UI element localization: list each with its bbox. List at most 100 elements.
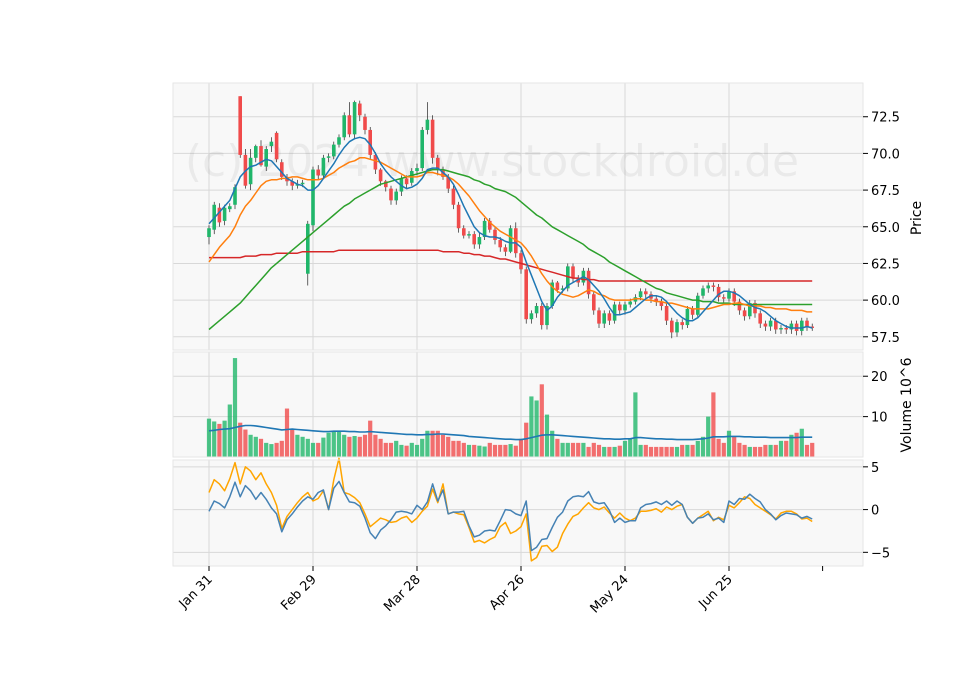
candle <box>716 283 721 302</box>
volume-bar <box>383 442 388 457</box>
volume-bar <box>274 442 279 457</box>
volume-bar <box>232 358 238 457</box>
volume-bar <box>487 442 492 457</box>
volume-bar <box>446 436 451 457</box>
volume-bar <box>253 436 258 457</box>
candle-body <box>508 228 513 252</box>
volume-bar <box>752 446 758 457</box>
sma10-line <box>208 157 813 313</box>
volume-bar <box>227 404 232 457</box>
volume-bar <box>747 446 752 457</box>
candle-body <box>638 291 643 298</box>
candle <box>456 201 461 233</box>
candle-body <box>519 253 523 270</box>
volume-bar <box>742 444 747 457</box>
volume-bar <box>695 440 700 457</box>
candle <box>290 178 294 191</box>
candle-body <box>607 313 612 321</box>
volume-axis-tick-label: 20 <box>871 370 888 385</box>
candle-body <box>680 322 684 326</box>
candle <box>311 166 315 232</box>
candle-body <box>316 169 320 176</box>
candle <box>425 102 430 135</box>
candle <box>498 237 502 252</box>
candle <box>222 204 227 226</box>
candle-body <box>337 137 341 145</box>
candle-body <box>451 188 456 205</box>
candle <box>763 320 768 331</box>
candle-body <box>384 181 388 188</box>
candle-body <box>248 157 253 185</box>
oscillator-axis-tick-label: 5 <box>871 461 879 476</box>
candle <box>612 301 617 324</box>
candle-body <box>389 188 393 201</box>
candle-body <box>748 303 752 317</box>
volume-bar <box>643 444 648 457</box>
candle-body <box>373 154 378 170</box>
volume-bar <box>570 442 576 457</box>
candle <box>342 112 346 141</box>
candle <box>685 305 690 328</box>
candle-body <box>498 239 502 248</box>
volume-bar <box>269 444 274 457</box>
volume-bar <box>373 434 378 457</box>
volume-bar <box>799 428 804 457</box>
candle-body <box>612 304 617 321</box>
candle <box>368 127 372 160</box>
volume-bar <box>472 444 477 457</box>
candle-body <box>368 129 372 155</box>
candle-body <box>238 96 242 155</box>
candle-body <box>732 291 736 302</box>
candle-body <box>456 204 461 229</box>
candle <box>269 137 274 152</box>
price-axis-tick-label: 70.0 <box>871 147 900 162</box>
price-axis-title: Price <box>909 201 925 235</box>
candle <box>701 285 705 299</box>
volume-bar <box>664 446 669 457</box>
volume-bar <box>576 442 581 457</box>
candle-body <box>300 182 305 185</box>
candle-body <box>540 305 544 326</box>
oscillator-axis-tick-label: −5 <box>871 546 890 561</box>
candle-body <box>436 157 440 170</box>
candle <box>519 250 523 274</box>
volume-bar <box>789 434 794 457</box>
candle-body <box>555 282 560 290</box>
candle <box>477 232 482 249</box>
candle-body <box>254 146 258 158</box>
candle <box>488 217 492 233</box>
candle <box>602 310 606 328</box>
candle-body <box>420 129 424 169</box>
volume-bar <box>409 442 414 457</box>
volume-bar <box>732 436 737 457</box>
volume-bar <box>586 446 591 457</box>
candle-body <box>716 286 721 298</box>
candle-body <box>467 234 471 236</box>
candle-body <box>545 305 549 326</box>
volume-bar <box>659 446 664 457</box>
candle-body <box>274 132 279 160</box>
volume-bar <box>534 400 539 457</box>
candle-body <box>722 297 726 299</box>
candle-body <box>493 229 497 240</box>
candle <box>768 317 773 331</box>
candle <box>451 185 456 210</box>
volume-bar <box>347 436 352 457</box>
volume-bar <box>680 444 685 457</box>
candle <box>467 231 471 239</box>
volume-bar <box>352 436 357 457</box>
candle-body <box>779 327 783 330</box>
candle <box>737 298 742 315</box>
candle-body <box>675 322 679 333</box>
volume-bar <box>591 442 596 457</box>
candle <box>618 301 622 315</box>
candle-body <box>446 176 450 189</box>
candle-body <box>566 266 570 289</box>
volume-bar <box>310 442 316 457</box>
volume-bar <box>378 438 383 457</box>
volume-bar <box>357 436 362 457</box>
oscillator-axis-tick-label: 0 <box>871 504 879 519</box>
volume-bar <box>654 446 659 457</box>
candle-body <box>472 234 476 245</box>
